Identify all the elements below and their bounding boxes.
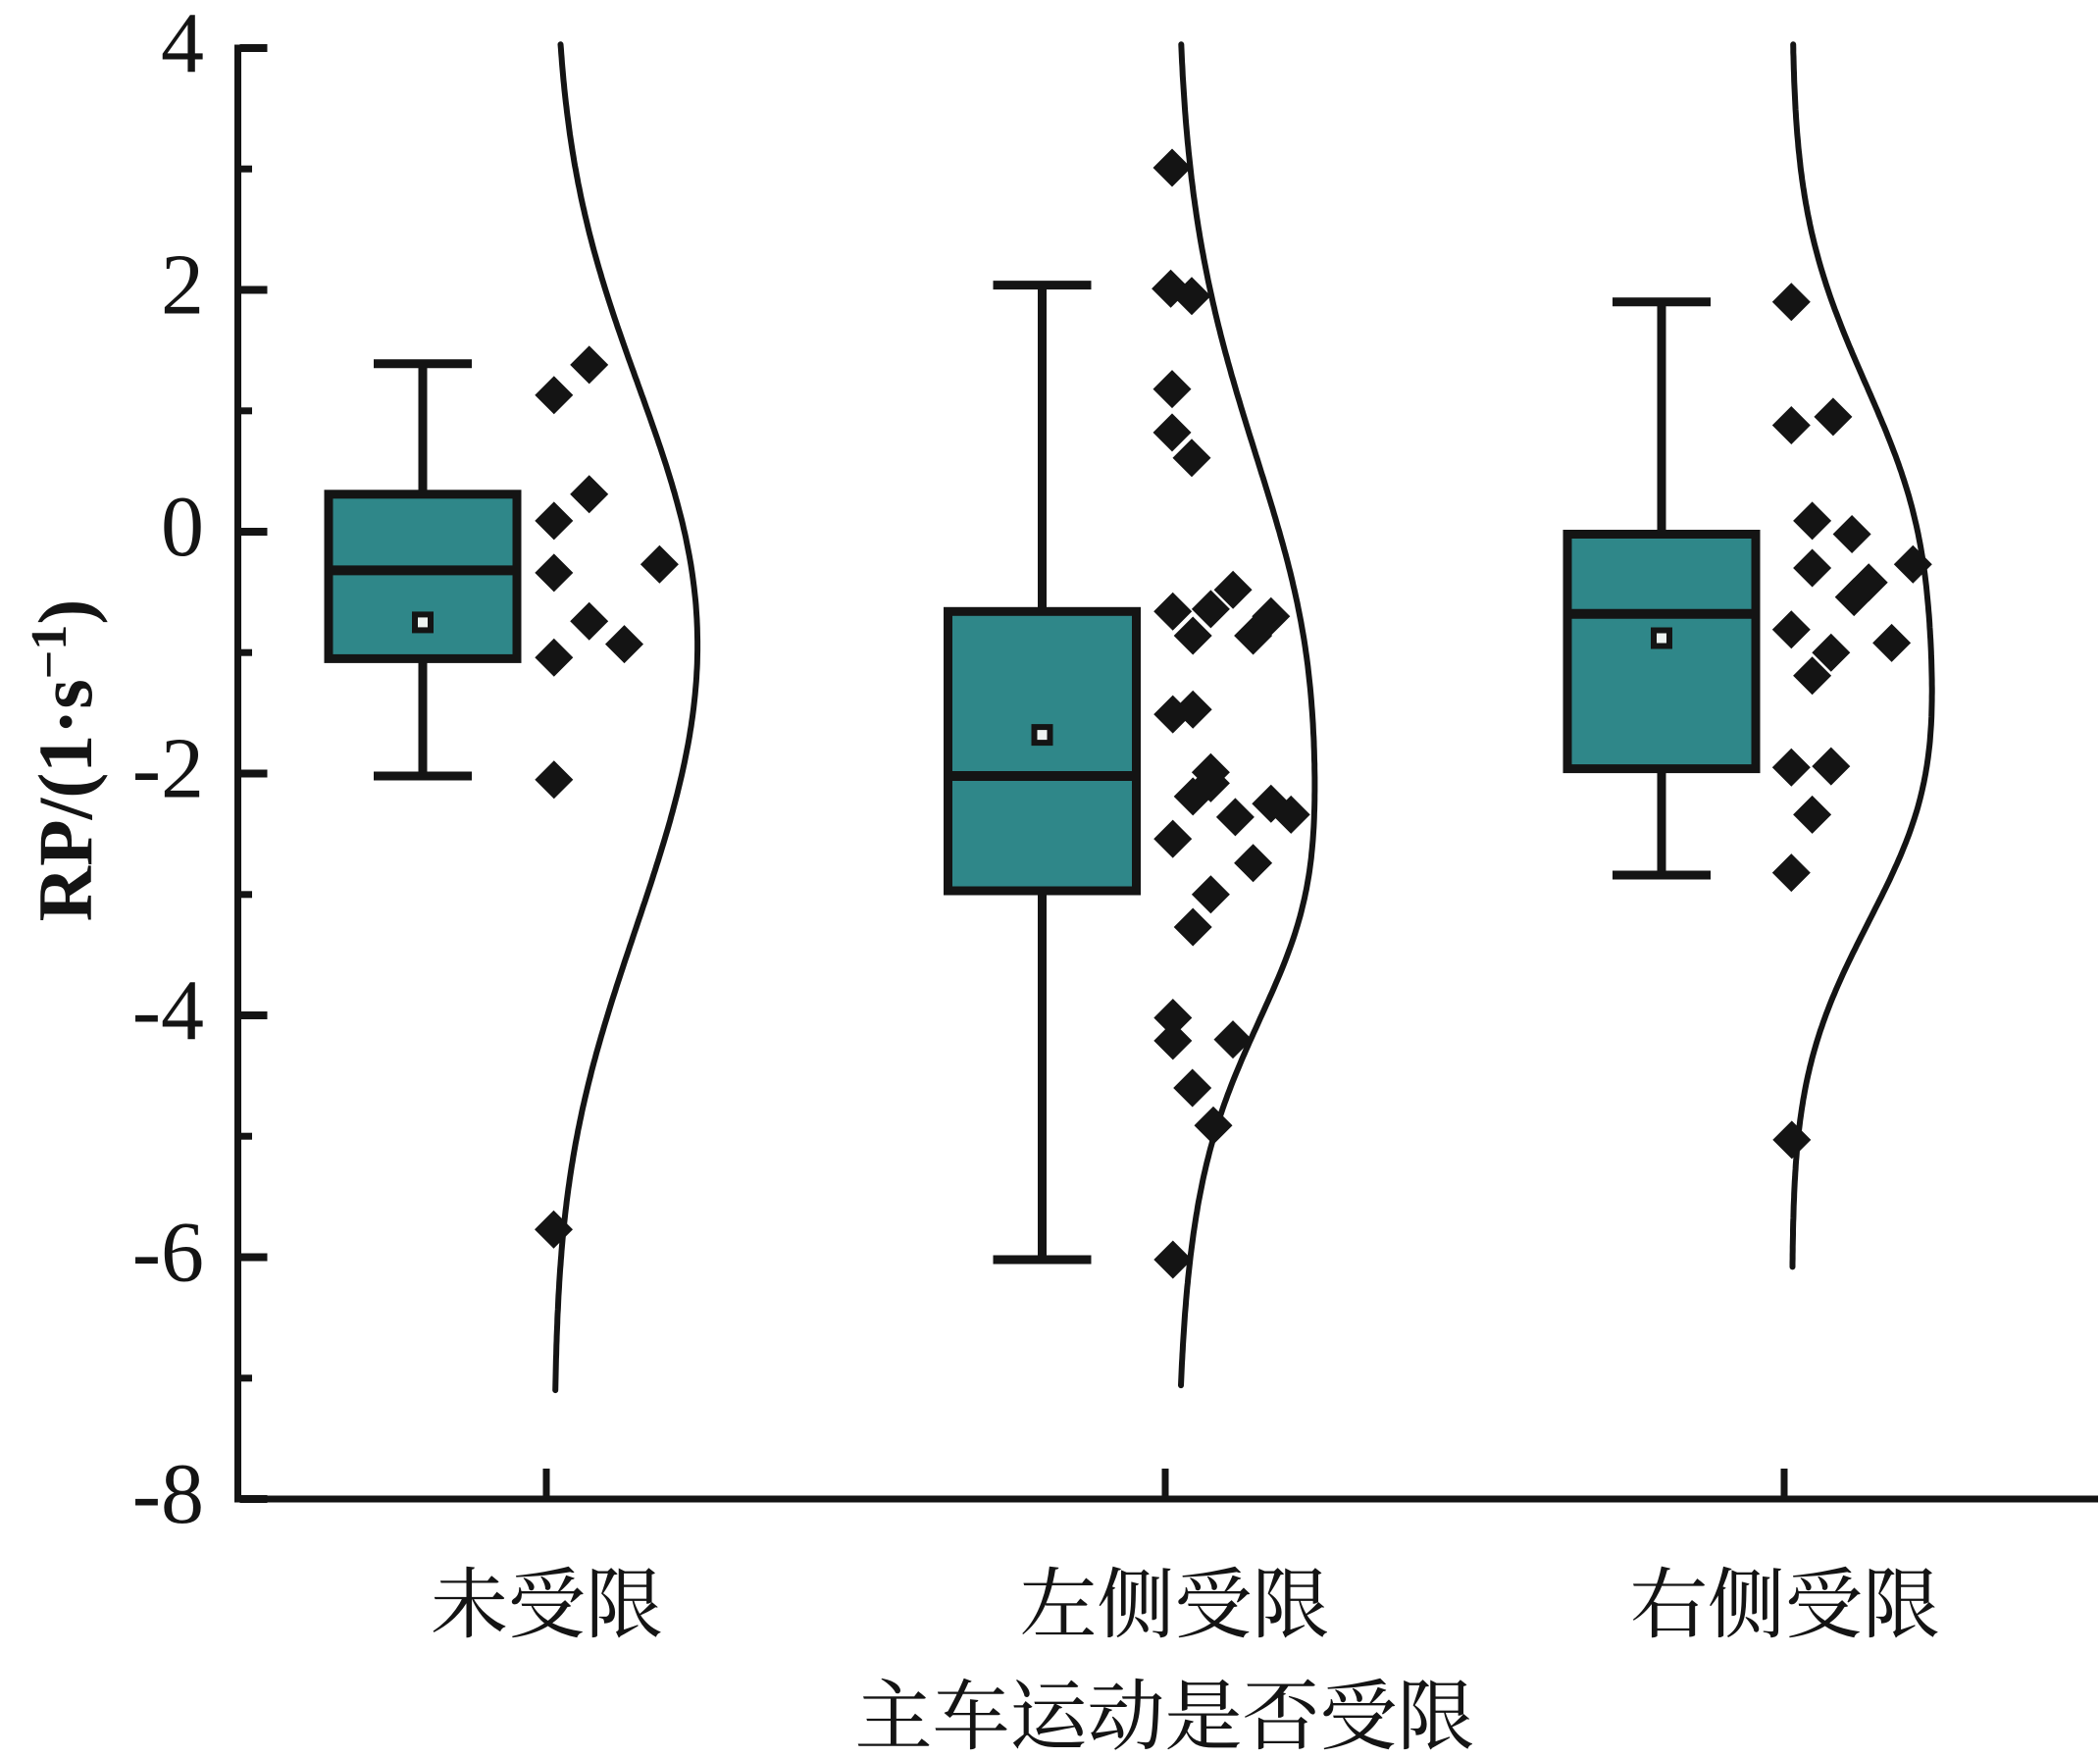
svg-text:-8: -8 [132, 1447, 204, 1542]
svg-text:-4: -4 [132, 963, 204, 1059]
svg-text:2: 2 [161, 238, 204, 334]
svg-text:-6: -6 [132, 1206, 204, 1301]
svg-text:-2: -2 [132, 722, 204, 817]
svg-text:0: 0 [161, 480, 204, 575]
svg-text:4: 4 [161, 0, 204, 91]
